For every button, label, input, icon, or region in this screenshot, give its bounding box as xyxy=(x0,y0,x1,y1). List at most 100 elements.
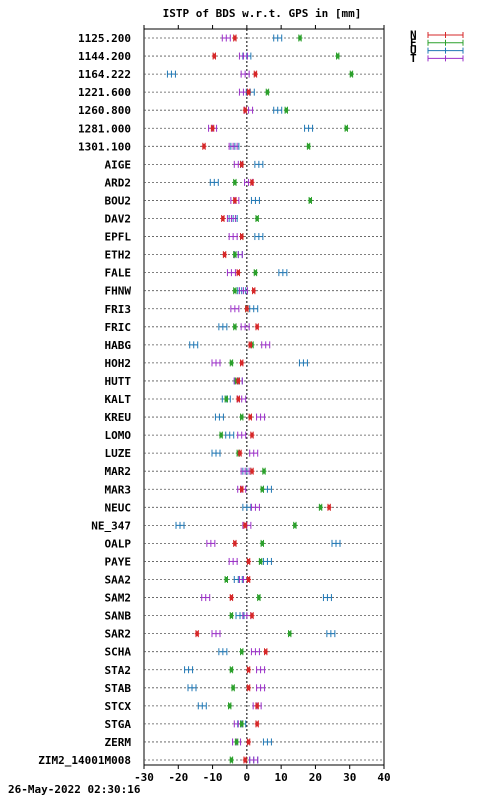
station-label: STAB xyxy=(105,682,132,695)
point-t-habg xyxy=(261,341,271,349)
station-label: 1281.000 xyxy=(78,122,131,135)
station-label: ETH2 xyxy=(105,249,132,262)
x-tick-label: -20 xyxy=(168,771,188,784)
station-label: HUTT xyxy=(105,375,132,388)
legend-item-n: N xyxy=(410,29,464,42)
station-label: MAR3 xyxy=(105,483,132,496)
point-e-dav2 xyxy=(254,215,260,222)
x-tick-label: 20 xyxy=(309,771,322,784)
station-label: FALE xyxy=(105,267,132,280)
legend-key: T xyxy=(410,52,417,65)
station-label: PAYE xyxy=(105,555,132,568)
point-n-lomo xyxy=(249,431,255,439)
station-label: KREU xyxy=(105,411,132,424)
point-n-1281-000 xyxy=(210,124,216,132)
point-n-kalt xyxy=(235,395,241,403)
point-t-paye xyxy=(228,557,238,565)
point-t-sta2 xyxy=(256,666,266,674)
point-e-zerm xyxy=(234,738,240,746)
point-e-fhnw xyxy=(232,287,238,295)
series-t xyxy=(201,34,271,764)
point-e-1260-800 xyxy=(283,106,289,114)
station-label: BOU2 xyxy=(105,194,132,207)
point-n-dav2 xyxy=(220,215,226,222)
point-e-sanb xyxy=(228,612,234,620)
point-e-stga xyxy=(239,720,245,728)
point-n-bou2 xyxy=(232,196,238,204)
point-t-sam2 xyxy=(201,594,211,602)
point-t-lomo xyxy=(237,431,247,439)
legend-key: E xyxy=(410,36,417,49)
point-n-1221-600 xyxy=(246,88,252,96)
station-label: KALT xyxy=(105,393,132,406)
point-e-sta2 xyxy=(228,666,234,674)
station-label: 1221.600 xyxy=(78,86,131,99)
point-n-habg xyxy=(247,341,253,349)
point-u-ard2 xyxy=(209,178,219,186)
x-axis: -30 -20 -10 0 10 20 30 40 xyxy=(134,25,391,784)
station-label: DAV2 xyxy=(105,213,132,226)
point-t-1164-222 xyxy=(240,70,250,78)
point-t-luze xyxy=(249,449,259,457)
station-label: AIGE xyxy=(105,158,132,171)
point-n-kreu xyxy=(247,413,253,421)
x-tick-label: 0 xyxy=(244,771,251,784)
legend-item-t: T xyxy=(410,52,464,65)
point-n-mar2 xyxy=(249,467,255,475)
point-n-stab xyxy=(246,684,252,692)
point-u-sar2 xyxy=(326,630,336,638)
point-u-1281-000 xyxy=(304,124,314,132)
timestamp: 26-May-2022 02:30:16 xyxy=(8,783,141,796)
point-e-stab xyxy=(230,684,236,692)
point-u-1260-800 xyxy=(273,106,283,114)
legend-item-u: U xyxy=(410,44,464,57)
station-label: 1260.800 xyxy=(78,104,131,117)
station-label: 1125.200 xyxy=(78,32,131,45)
point-t-oalp xyxy=(206,539,216,547)
station-label: FRIC xyxy=(105,321,132,334)
point-e-neuc xyxy=(318,503,324,511)
point-e-1301-100 xyxy=(306,142,312,150)
station-label: NE_347 xyxy=(91,519,131,532)
point-t-fhnw xyxy=(238,287,248,295)
point-t-scha xyxy=(250,648,260,656)
point-t-mar2 xyxy=(240,467,250,475)
point-n-stga xyxy=(254,720,260,728)
point-u-fale xyxy=(278,269,288,277)
point-e-1221-600 xyxy=(264,88,270,96)
point-n-zim2-14001m008 xyxy=(242,756,248,764)
x-tick-label: 40 xyxy=(377,771,390,784)
station-label: MAR2 xyxy=(105,465,132,478)
point-n-oalp xyxy=(232,539,238,547)
point-n-sanb xyxy=(249,612,255,620)
point-n-sta2 xyxy=(246,666,252,674)
point-n-fale xyxy=(235,269,241,277)
point-n-fri3 xyxy=(244,305,250,313)
point-n-neuc xyxy=(326,503,332,511)
point-n-1144-200 xyxy=(211,52,217,60)
point-u-stcx xyxy=(197,702,207,710)
chart-title: ISTP of BDS w.r.t. GPS in [mm] xyxy=(163,7,362,20)
point-e-bou2 xyxy=(307,196,313,204)
point-e-oalp xyxy=(259,539,265,547)
station-label: SCHA xyxy=(105,646,132,659)
point-n-sar2 xyxy=(194,630,200,638)
point-e-1125-200 xyxy=(297,34,303,42)
x-tick-label: -30 xyxy=(134,771,154,784)
point-n-1260-800 xyxy=(242,106,248,114)
point-t-sar2 xyxy=(211,630,221,638)
point-n-hutt xyxy=(235,377,241,385)
point-n-mar3 xyxy=(239,485,245,493)
station-label: OALP xyxy=(105,537,132,550)
x-tick-label: 30 xyxy=(343,771,356,784)
point-n-saa2 xyxy=(246,576,252,583)
point-u-neuc xyxy=(242,503,252,511)
station-label: NEUC xyxy=(105,501,132,514)
point-e-lomo xyxy=(218,431,224,439)
station-label: 1164.222 xyxy=(78,68,131,81)
station-label: SANB xyxy=(105,610,132,623)
station-label: LUZE xyxy=(105,447,132,460)
point-e-stcx xyxy=(227,702,233,710)
point-n-zerm xyxy=(246,738,252,746)
